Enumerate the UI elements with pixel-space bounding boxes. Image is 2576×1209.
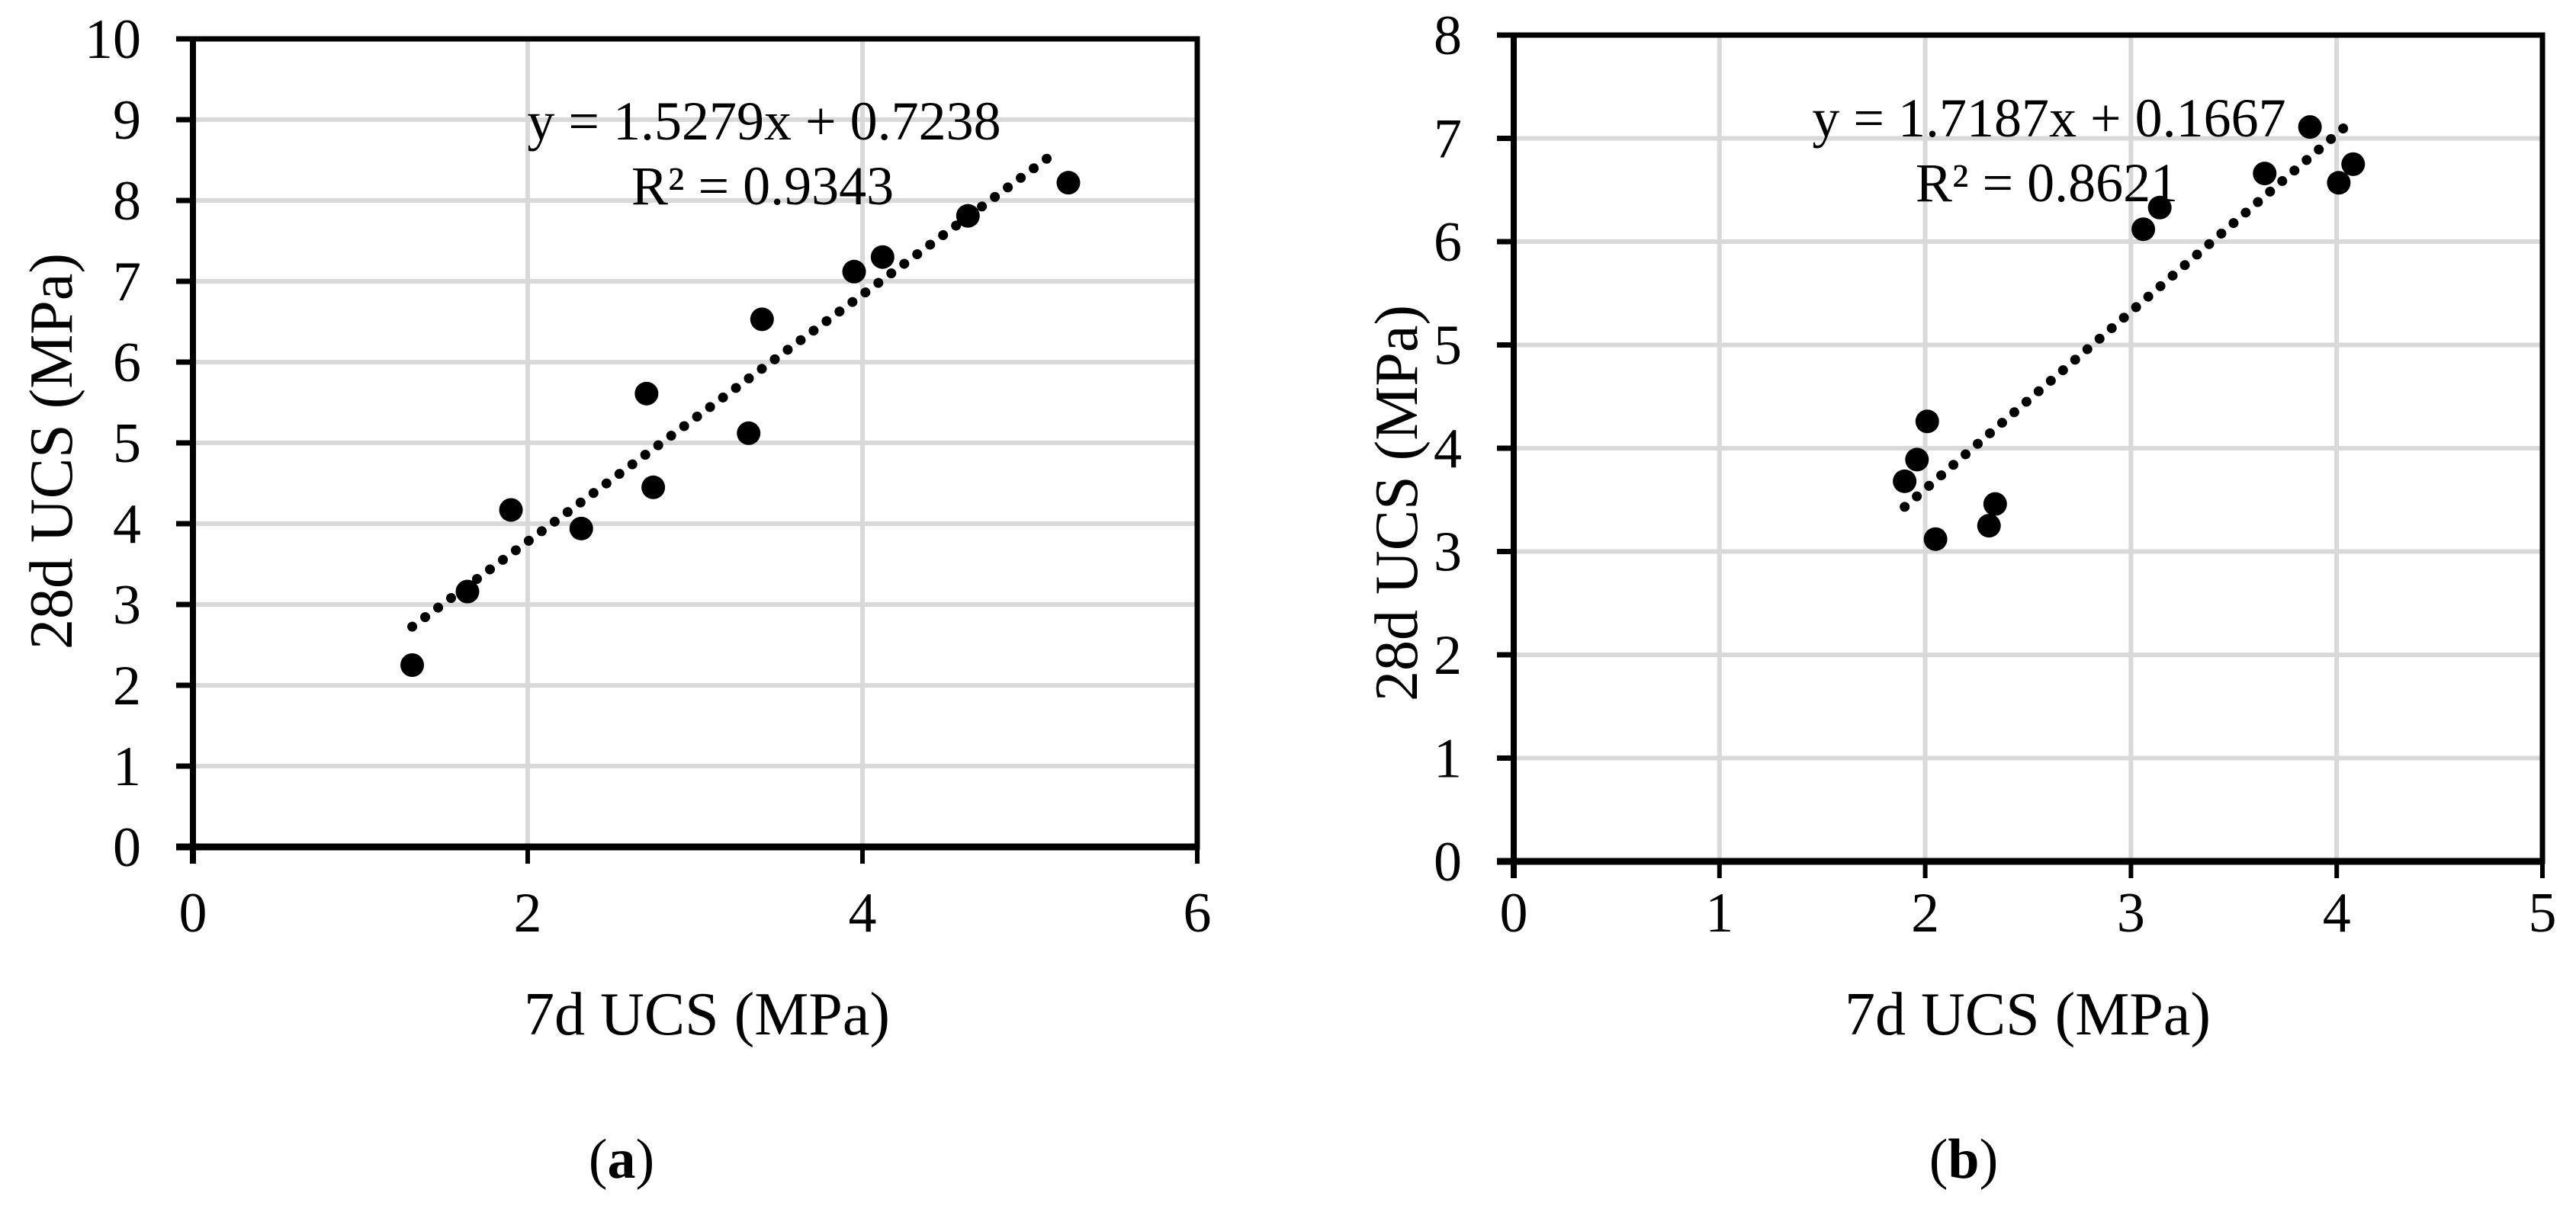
y-tick-labels: 0 1 2 3 4 5 6 7 8 xyxy=(1434,5,1462,893)
data-point xyxy=(1056,171,1081,195)
data-point xyxy=(1905,447,1929,472)
y-tick-label: 4 xyxy=(113,493,141,556)
data-point xyxy=(1983,492,2007,516)
x-tick-label: 2 xyxy=(1911,882,1939,944)
x-tick-label: 0 xyxy=(179,882,207,944)
data-point xyxy=(1915,409,1939,434)
panel-caption: (a) xyxy=(589,1128,654,1191)
y-tick-label: 5 xyxy=(1434,315,1462,377)
data-point xyxy=(2253,162,2277,186)
data-point xyxy=(1923,527,1948,551)
x-tick-label: 1 xyxy=(1705,882,1733,944)
trendline xyxy=(1900,114,2359,512)
caption-open-paren: ( xyxy=(589,1128,608,1191)
y-tick-label: 8 xyxy=(113,170,141,232)
x-axis-title: 7d UCS (MPa) xyxy=(1845,981,2211,1048)
y-tick-label: 0 xyxy=(113,816,141,879)
r-squared-label: R² = 0.9343 xyxy=(631,156,894,216)
caption-letter: a xyxy=(608,1128,636,1191)
data-point xyxy=(750,307,774,332)
x-tick-label: 5 xyxy=(2529,882,2557,944)
axes xyxy=(176,36,1200,864)
x-axis-title: 7d UCS (MPa) xyxy=(524,981,890,1048)
y-tick-label: 9 xyxy=(113,89,141,152)
x-tick-labels: 0 2 4 6 xyxy=(179,882,1212,944)
data-point xyxy=(2131,217,2156,242)
data-point xyxy=(455,579,480,604)
x-tick-label: 2 xyxy=(514,882,542,944)
y-tick-label: 5 xyxy=(113,412,141,475)
linear-trendline xyxy=(1900,114,2359,512)
y-tick-label: 3 xyxy=(113,574,141,637)
x-tick-labels: 0 1 2 3 4 5 xyxy=(1500,882,2557,944)
data-point xyxy=(2327,171,2351,195)
y-axis-title: 28d UCS (MPa) xyxy=(1363,305,1431,701)
y-tick-label: 10 xyxy=(85,8,141,71)
y-tick-label: 2 xyxy=(113,655,141,717)
y-tick-label: 6 xyxy=(1434,211,1462,274)
caption-close-paren: ) xyxy=(1980,1128,1999,1191)
panel-a: 0 1 2 3 4 5 6 7 8 9 10 0 2 4 6 y = 1.5279x + 0.7238 R… xyxy=(18,8,1212,1191)
y-tick-label: 1 xyxy=(113,736,141,798)
x-tick-label: 4 xyxy=(2323,882,2351,944)
x-tick-label: 6 xyxy=(1184,882,1212,944)
y-tick-label: 8 xyxy=(1434,5,1462,67)
caption-open-paren: ( xyxy=(1929,1128,1948,1191)
data-point xyxy=(842,259,866,284)
data-point xyxy=(634,381,659,406)
axes xyxy=(1497,32,2545,878)
data-point xyxy=(2341,152,2366,176)
gridlines xyxy=(1514,35,2542,861)
data-point xyxy=(569,516,593,540)
data-point xyxy=(2298,115,2322,140)
y-tick-label: 7 xyxy=(113,251,141,313)
y-tick-label: 7 xyxy=(1434,108,1462,171)
linear-trendline xyxy=(407,147,1060,632)
x-tick-label: 3 xyxy=(2117,882,2145,944)
data-point xyxy=(2147,195,2172,220)
caption-close-paren: ) xyxy=(636,1128,655,1191)
data-points xyxy=(1893,115,2366,551)
data-point xyxy=(870,245,895,269)
gridlines xyxy=(193,39,1197,847)
data-point xyxy=(1893,469,1917,493)
data-point xyxy=(1977,514,2001,538)
y-tick-label: 2 xyxy=(1434,624,1462,687)
caption-letter: b xyxy=(1948,1128,1979,1191)
data-point xyxy=(499,498,523,522)
trendline-equation: y = 1.5279x + 0.7238 xyxy=(527,91,1001,152)
y-axis-title: 28d UCS (MPa) xyxy=(18,253,85,649)
data-point xyxy=(400,653,425,677)
x-tick-label: 0 xyxy=(1500,882,1528,944)
x-tick-label: 4 xyxy=(849,882,877,944)
panel-b: 0 1 2 3 4 5 6 7 8 0 1 2 3 4 5 y = 1.7187x + 0.1667 R²… xyxy=(1363,5,2557,1191)
trendline-equation: y = 1.7187x + 0.1667 xyxy=(1812,88,2285,149)
y-tick-label: 1 xyxy=(1434,728,1462,790)
y-tick-label: 0 xyxy=(1434,831,1462,893)
data-point xyxy=(956,204,980,228)
panel-caption: (b) xyxy=(1929,1128,1998,1191)
y-tick-label: 3 xyxy=(1434,521,1462,584)
data-point xyxy=(737,421,761,445)
data-point xyxy=(641,475,666,499)
trendline xyxy=(407,147,1060,632)
y-tick-label: 6 xyxy=(113,332,141,394)
y-tick-labels: 0 1 2 3 4 5 6 7 8 9 10 xyxy=(85,8,141,879)
y-tick-label: 4 xyxy=(1434,418,1462,480)
r-squared-label: R² = 0.8621 xyxy=(1916,152,2178,213)
data-points xyxy=(400,171,1081,677)
